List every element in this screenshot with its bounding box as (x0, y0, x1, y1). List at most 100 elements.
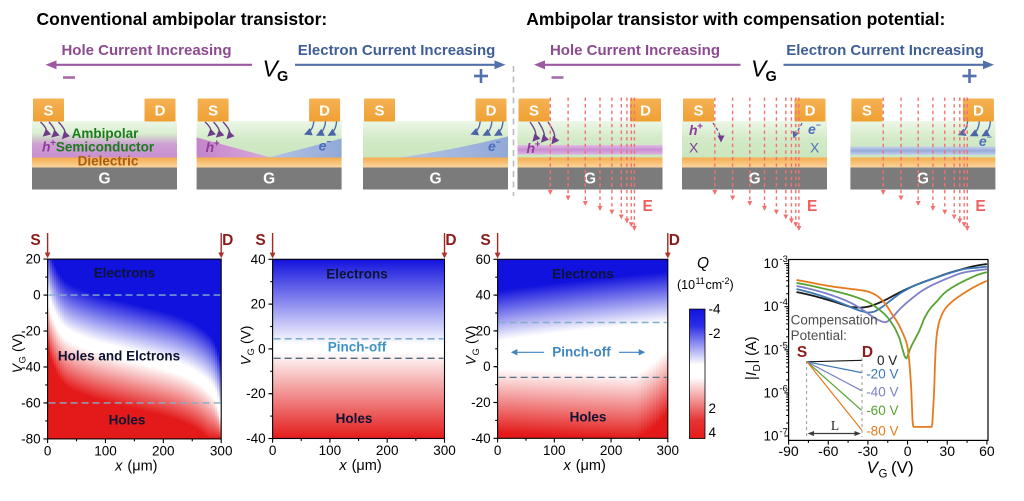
svg-text:+: + (535, 140, 541, 151)
svg-text:10: 10 (763, 429, 778, 444)
svg-text:Electron Current Increasing: Electron Current Increasing (298, 42, 496, 59)
svg-text:0 V: 0 V (877, 353, 897, 368)
svg-text:Holes: Holes (336, 411, 373, 426)
svg-text:D: D (752, 364, 763, 371)
svg-text:|: | (744, 376, 760, 380)
svg-text:-60: -60 (21, 395, 41, 410)
svg-text:h: h (42, 139, 51, 155)
svg-text:10: 10 (763, 299, 778, 314)
svg-text:G: G (879, 469, 888, 481)
svg-text:200: 200 (600, 443, 623, 458)
svg-text:Pinch-off: Pinch-off (552, 345, 611, 360)
svg-text:Potential:: Potential: (791, 328, 847, 343)
svg-text:(V): (V) (891, 458, 914, 477)
svg-text:(V): (V) (239, 326, 254, 344)
svg-text:-4: -4 (709, 302, 721, 317)
svg-text:Pinch-off: Pinch-off (328, 340, 387, 355)
svg-text:e: e (319, 138, 327, 154)
svg-text:V: V (263, 56, 281, 82)
svg-text:Electrons: Electrons (326, 267, 388, 282)
svg-text:E: E (807, 198, 817, 215)
svg-text:Electrons: Electrons (94, 266, 156, 281)
svg-text:D: D (445, 232, 456, 249)
svg-text:-20: -20 (471, 395, 491, 410)
svg-text:0: 0 (258, 341, 266, 356)
svg-text:V: V (239, 354, 254, 365)
svg-text:Electron Current Increasing: Electron Current Increasing (786, 42, 984, 59)
svg-text:G: G (263, 171, 275, 188)
svg-text:V: V (751, 56, 769, 82)
svg-text:D: D (805, 103, 816, 120)
svg-text:-6: -6 (780, 383, 788, 394)
svg-text:20: 20 (251, 297, 266, 312)
svg-text:x: x (562, 458, 571, 474)
svg-text:-40: -40 (246, 431, 266, 446)
svg-text:G: G (917, 171, 929, 188)
svg-text:(μm): (μm) (127, 458, 157, 474)
svg-text:D: D (669, 232, 680, 249)
svg-text:0: 0 (44, 443, 52, 458)
svg-text:V: V (464, 354, 479, 365)
svg-text:D: D (640, 103, 651, 120)
svg-text:D: D (486, 103, 497, 120)
svg-text:100: 100 (543, 443, 566, 458)
svg-text:Dielectric: Dielectric (78, 153, 139, 168)
svg-text:-40: -40 (471, 431, 491, 446)
svg-text:60: 60 (476, 252, 491, 267)
svg-text:100: 100 (94, 443, 117, 458)
svg-text:x: x (338, 458, 347, 474)
svg-text:): ) (730, 278, 734, 292)
svg-text:(V): (V) (10, 334, 25, 352)
svg-text:-7: -7 (780, 427, 788, 438)
svg-text:10: 10 (763, 385, 778, 400)
svg-text:-60 V: -60 V (866, 403, 898, 418)
svg-text:V: V (867, 458, 880, 477)
svg-text:−: − (496, 137, 501, 147)
svg-text:L: L (831, 418, 839, 433)
svg-text:Hole Current Increasing: Hole Current Increasing (550, 42, 720, 59)
svg-text:Compensation: Compensation (791, 313, 878, 328)
svg-text:0: 0 (494, 443, 502, 458)
svg-text:−: − (987, 132, 992, 142)
svg-text:-20 V: -20 V (866, 366, 898, 381)
svg-text:e: e (488, 138, 496, 154)
svg-text:-80 V: -80 V (866, 423, 898, 438)
svg-text:D: D (319, 103, 330, 120)
svg-text:300: 300 (433, 443, 456, 458)
svg-text:e: e (979, 133, 987, 149)
svg-text:-30: -30 (858, 443, 878, 459)
svg-text:+: + (214, 139, 220, 150)
svg-text:h: h (527, 140, 536, 156)
svg-text:(V): (V) (464, 326, 479, 344)
svg-text:G: G (766, 69, 777, 85)
svg-text:10: 10 (763, 256, 778, 271)
svg-text:Holes: Holes (109, 413, 146, 428)
svg-text:G: G (98, 171, 110, 188)
svg-text:(10: (10 (677, 278, 695, 292)
svg-text:300: 300 (210, 443, 233, 458)
svg-text:G: G (584, 171, 596, 188)
svg-text:G: G (18, 356, 29, 363)
svg-text:V: V (10, 362, 25, 373)
svg-text:2: 2 (709, 401, 717, 416)
svg-text:-60: -60 (818, 443, 838, 459)
svg-text:-40: -40 (21, 360, 41, 375)
svg-text:S: S (30, 232, 40, 249)
svg-text:0: 0 (269, 443, 277, 458)
svg-text:-20: -20 (246, 386, 266, 401)
svg-text:I: I (744, 372, 760, 376)
svg-text:D: D (862, 344, 873, 361)
svg-text:cm: cm (706, 278, 723, 292)
svg-text:S: S (693, 103, 703, 120)
svg-text:-20: -20 (21, 324, 41, 339)
svg-text:G: G (471, 348, 482, 355)
svg-text:X: X (810, 140, 820, 156)
svg-text:30: 30 (939, 443, 955, 459)
svg-text:D: D (222, 232, 233, 249)
svg-text:D: D (973, 103, 984, 120)
svg-text:E: E (643, 198, 653, 215)
svg-text:S: S (374, 103, 384, 120)
svg-text:200: 200 (152, 443, 175, 458)
svg-text:Holes and Elctrons: Holes and Elctrons (58, 349, 180, 364)
svg-text:S: S (208, 103, 218, 120)
